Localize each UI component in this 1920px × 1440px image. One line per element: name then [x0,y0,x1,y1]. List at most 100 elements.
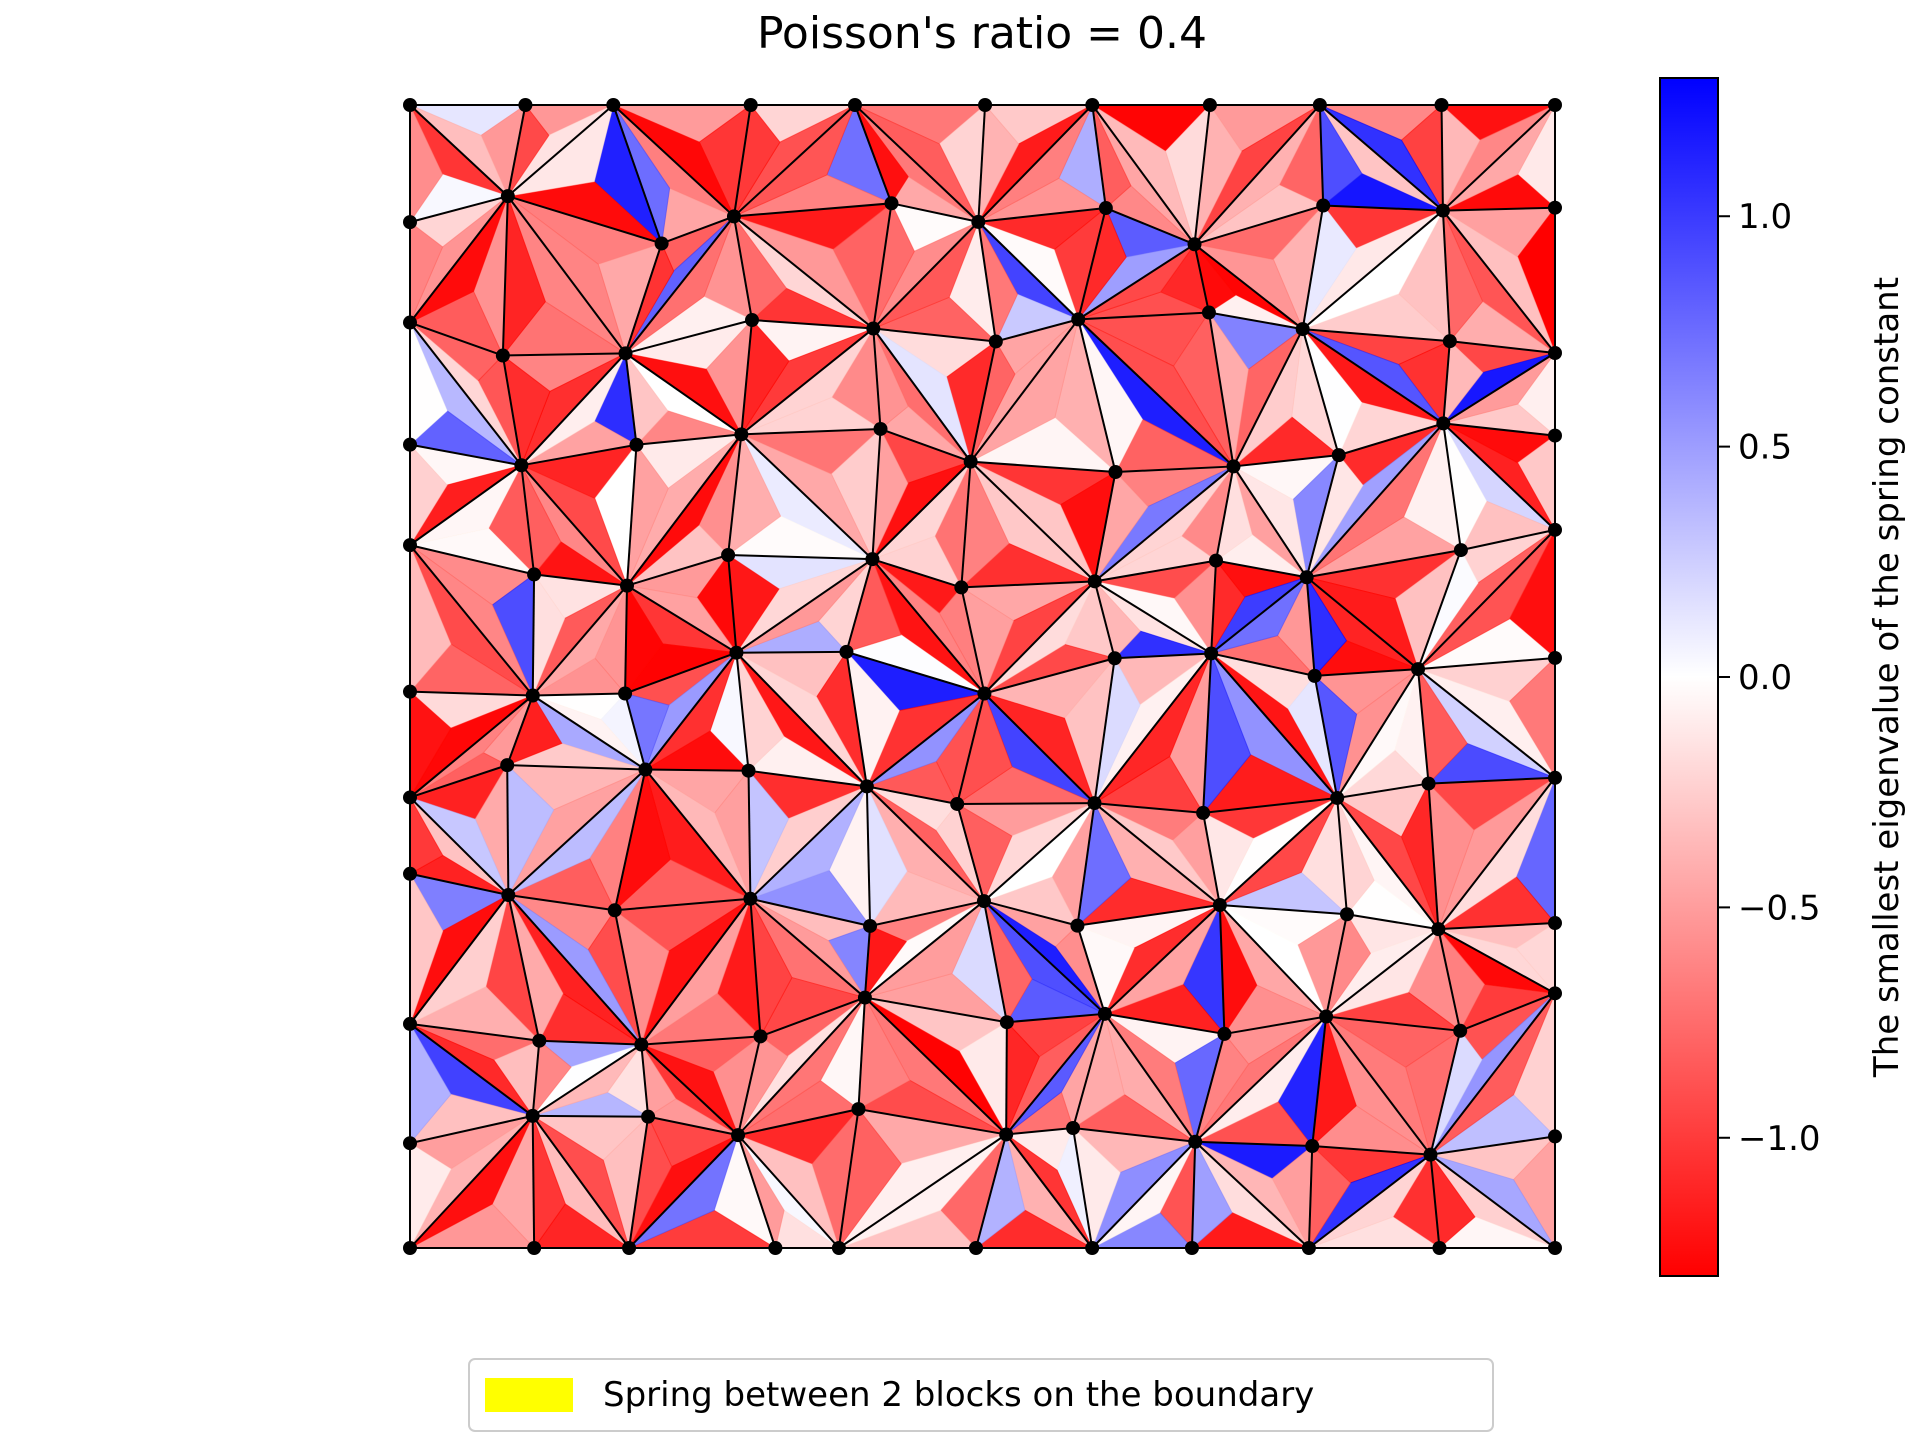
mesh-node [753,1029,768,1044]
mesh-edge [1443,422,1556,437]
mesh-edge [735,652,868,788]
mesh-node [638,762,653,777]
mesh-edge [409,894,510,1025]
mesh-node [607,903,622,918]
mesh-edge [1093,471,1117,582]
mesh-edge [957,802,1095,805]
mesh-plot [403,98,1562,1255]
mesh-edge [1076,802,1096,926]
mesh-edge [1442,341,1451,424]
mesh-edge [866,785,985,902]
mesh-edge [1202,653,1213,813]
mesh-edge [1338,422,1444,457]
mesh-edge [1440,104,1444,211]
mesh-edge [865,786,872,927]
mesh-edge [995,318,1079,343]
mesh-node [999,1127,1014,1142]
mesh-edge [1430,1135,1556,1156]
mesh-edge [533,573,628,587]
mesh-node [744,313,759,328]
mesh-edge [983,692,1096,804]
mesh-edge [1224,1015,1327,1035]
mesh-edge [1326,1015,1461,1032]
mesh-edge [1441,210,1451,342]
mesh-edge [750,897,871,927]
mesh-node [721,547,736,562]
mesh-edge [532,692,626,697]
mesh-edge [871,460,972,560]
mesh-edge [409,104,509,197]
mesh-node [1339,907,1354,922]
mesh-edge [507,768,647,896]
mesh-node [1187,237,1202,252]
mesh-edge [1094,580,1212,655]
mesh-edge [741,427,881,436]
mesh-edge [640,1044,650,1117]
mesh-edge [520,464,628,587]
mesh-edge [749,785,868,900]
mesh-edge [733,104,856,218]
mesh-edge [1005,1022,1008,1135]
mesh-edge [624,353,638,445]
mesh-edge [735,558,873,654]
mesh-edge [644,768,752,900]
mesh-node [514,458,529,473]
colorbar: 1.0 0.5 0.0 −0.5 −1.0 The smallest eigenvalu… [1659,77,1907,1277]
mesh-edge [732,104,752,217]
mesh-edge [1093,652,1212,804]
mesh-edge [1091,1141,1196,1249]
mesh-edge [977,221,1079,321]
mesh-edge [1210,576,1308,655]
mesh-edge [733,202,892,218]
mesh-edge [969,460,1096,583]
mesh-edge [1417,668,1430,784]
mesh-edge [1429,1030,1462,1155]
mesh-edge [970,460,1116,473]
mesh-cells [408,103,1557,1250]
mesh-node [1421,776,1436,791]
mesh-node [1305,1139,1320,1154]
mesh-edge [1427,783,1440,930]
mesh-edge [866,785,958,805]
mesh-node [726,209,741,224]
mesh-edge [1307,1146,1314,1249]
colorbar-label: The smallest eigenvalue of the spring co… [1867,277,1907,1078]
mesh-edge [1091,104,1107,209]
mesh-edge [1442,104,1556,212]
mesh-edge [1078,311,1209,321]
mesh-node [500,189,515,204]
mesh-node [743,891,758,906]
mesh-node [851,1102,866,1117]
mesh-node [1212,898,1227,913]
mesh-edge [740,327,874,436]
mesh-edge [409,544,535,576]
mesh-node [857,990,872,1005]
mesh-edge [872,203,893,329]
mesh-edge [1194,1033,1226,1143]
mesh-edge [409,321,504,357]
mesh-edge [521,443,637,467]
mesh-node [977,686,992,701]
colorbar-gradient [1659,77,1719,1277]
mesh-edge [1215,466,1235,561]
mesh-edge [872,221,980,330]
mesh-edge [644,652,738,771]
mesh-node [1204,646,1219,661]
mesh-node [963,454,978,469]
mesh-edge [624,243,663,354]
mesh-edge [624,585,628,694]
mesh-nodes [403,98,1562,1255]
mesh-edge [737,1036,762,1136]
mesh-edge [532,585,628,697]
mesh-edge [873,327,996,343]
mesh-edge [960,587,986,694]
mesh-edge [1077,319,1117,473]
mesh-edge [409,321,523,466]
mesh-node [532,1033,547,1048]
mesh-edge [880,428,972,463]
mesh-edge [502,352,626,357]
mesh-edge [1094,802,1204,814]
mesh-edge [409,694,534,799]
mesh-edge [532,694,646,771]
